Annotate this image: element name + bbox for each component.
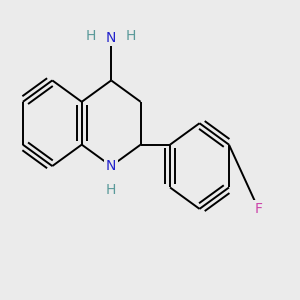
Text: N: N xyxy=(106,159,116,173)
Text: H: H xyxy=(86,29,96,43)
Text: H: H xyxy=(126,29,136,43)
Text: N: N xyxy=(106,31,116,45)
Text: H: H xyxy=(106,183,116,197)
Text: F: F xyxy=(254,202,262,216)
